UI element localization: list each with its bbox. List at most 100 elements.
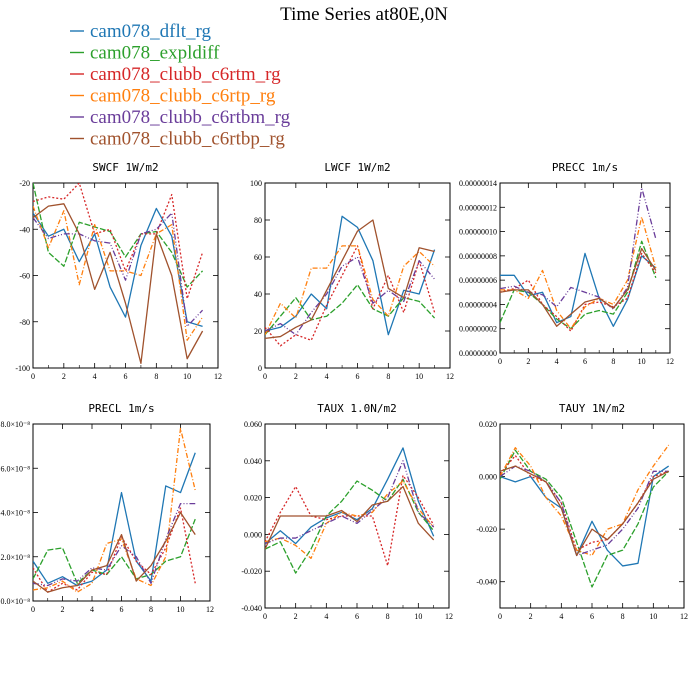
y-tick-label: 0.00000010: [459, 228, 497, 237]
x-tick-label: 2: [62, 372, 66, 381]
y-tick-label: -20: [19, 179, 30, 188]
x-tick-label: 2: [529, 612, 533, 621]
y-tick-label: 6.0×10⁻⁸: [0, 464, 30, 473]
x-tick-label: 8: [621, 612, 625, 621]
series-line-3: [33, 507, 196, 593]
y-tick-label: 0.0×10⁻⁸: [0, 597, 30, 606]
y-tick-label: -0.040: [476, 578, 497, 587]
series-line-2: [33, 183, 204, 288]
series-line-5: [265, 460, 435, 545]
panel-title: TAUY 1N/m2: [559, 402, 625, 415]
y-tick-label: 100: [250, 179, 262, 188]
panels: SWCF 1W/m2 0 2 4 6 8 10 12 -100 -80 -60 -40 -20 LWCF …: [0, 161, 688, 621]
y-tick-label: 0.000: [244, 530, 262, 539]
x-tick-label: 0: [498, 357, 502, 366]
panel-title: PRECL 1m/s: [88, 402, 154, 415]
legend-entry: cam078_clubb_c6rtm_rg: [70, 64, 281, 85]
y-tick-label: -0.040: [241, 604, 262, 613]
x-tick-label: 12: [666, 357, 674, 366]
panel-5: TAUX 1.0N/m2 0 2 4 6 8 10 12 -0.040 -0.020 0.000 0.…: [241, 402, 453, 621]
x-tick-label: 10: [414, 612, 422, 621]
panel-title: PRECC 1m/s: [552, 161, 618, 174]
y-tick-label: 8.0×10⁻⁸: [0, 420, 30, 429]
x-tick-label: 10: [177, 605, 185, 614]
series-line-6: [500, 465, 669, 557]
series-group: [265, 447, 435, 574]
y-tick-label: 40: [254, 290, 262, 299]
series-line-6: [500, 247, 657, 327]
y-tick-label: 0.020: [244, 494, 262, 503]
x-tick-label: 6: [590, 612, 594, 621]
panel-title: SWCF 1W/m2: [92, 161, 158, 174]
y-tick-label: -60: [19, 272, 30, 281]
y-tick-label: 2.0×10⁻⁸: [0, 553, 30, 562]
series-line-2: [265, 284, 436, 336]
x-tick-label: 8: [386, 372, 390, 381]
y-tick-label: 0.00000000: [459, 349, 497, 358]
legend-entry: cam078_expldiff: [70, 43, 220, 64]
x-tick-label: 12: [680, 612, 688, 621]
panel-title: LWCF 1W/m2: [324, 161, 390, 174]
series-line-6: [265, 219, 435, 340]
series-line-1: [33, 207, 203, 328]
legend-entry: cam078_clubb_c6rtbm_rg: [70, 107, 291, 128]
legend-label: cam078_clubb_c6rtbm_rg: [90, 107, 291, 128]
series-line-1: [500, 465, 670, 567]
y-tick-label: -0.020: [241, 567, 262, 576]
panel-4: PRECL 1m/s 0 2 4 6 8 10 12 0.0×10⁻⁸ 2.0×10⁻⁸ 4.0×1…: [0, 402, 214, 614]
x-tick-label: 8: [611, 357, 615, 366]
x-tick-label: 4: [555, 357, 559, 366]
legend-label: cam078_dflt_rg: [90, 21, 212, 42]
y-tick-label: 20: [254, 327, 262, 336]
series-line-3: [33, 183, 204, 300]
series-line-6: [33, 203, 204, 365]
y-tick-label: -80: [19, 318, 30, 327]
x-tick-label: 2: [294, 372, 298, 381]
x-tick-label: 4: [559, 612, 563, 621]
x-tick-label: 0: [498, 612, 502, 621]
series-line-5: [500, 465, 669, 557]
series-line-3: [265, 474, 435, 567]
legend-entry: cam078_dflt_rg: [70, 21, 212, 42]
y-tick-label: 0.060: [244, 420, 262, 429]
x-tick-label: 12: [446, 372, 454, 381]
x-tick-label: 10: [183, 372, 191, 381]
y-tick-label: 0.040: [244, 457, 262, 466]
x-tick-label: 6: [583, 357, 587, 366]
y-tick-label: 0.00000002: [459, 325, 497, 334]
legend-entry: cam078_clubb_c6rtbp_rg: [70, 129, 285, 150]
plot-frame: [499, 182, 671, 354]
series-line-1: [265, 215, 436, 336]
x-tick-label: 6: [124, 372, 128, 381]
x-tick-label: 8: [149, 605, 153, 614]
x-tick-label: 12: [445, 612, 453, 621]
x-tick-label: 0: [263, 612, 267, 621]
series-line-4: [265, 245, 436, 335]
series-line-4: [265, 480, 435, 559]
y-tick-label: 60: [254, 253, 262, 262]
panel-2: LWCF 1W/m2 0 2 4 6 8 10 12 0 20 40 60 80 100: [250, 161, 454, 381]
x-tick-label: 2: [526, 357, 530, 366]
series-group: [33, 427, 196, 593]
x-tick-label: 4: [324, 612, 328, 621]
x-tick-label: 0: [263, 372, 267, 381]
y-tick-label: -100: [15, 364, 30, 373]
series-line-2: [500, 449, 670, 588]
series-group: [265, 215, 436, 347]
y-tick-label: 0: [258, 364, 262, 373]
y-tick-label: 0.00000012: [459, 203, 497, 212]
x-tick-label: 12: [206, 605, 214, 614]
series-line-2: [265, 478, 435, 574]
series-line-3: [500, 252, 657, 332]
series-line-2: [500, 240, 657, 330]
x-tick-label: 4: [325, 372, 329, 381]
x-tick-label: 10: [638, 357, 646, 366]
series-line-2: [33, 518, 196, 584]
y-tick-label: 0.000: [479, 473, 497, 482]
x-tick-label: 6: [356, 372, 360, 381]
x-tick-label: 2: [294, 612, 298, 621]
y-tick-label: 0.00000004: [459, 300, 497, 309]
x-tick-label: 6: [120, 605, 124, 614]
x-tick-label: 8: [154, 372, 158, 381]
